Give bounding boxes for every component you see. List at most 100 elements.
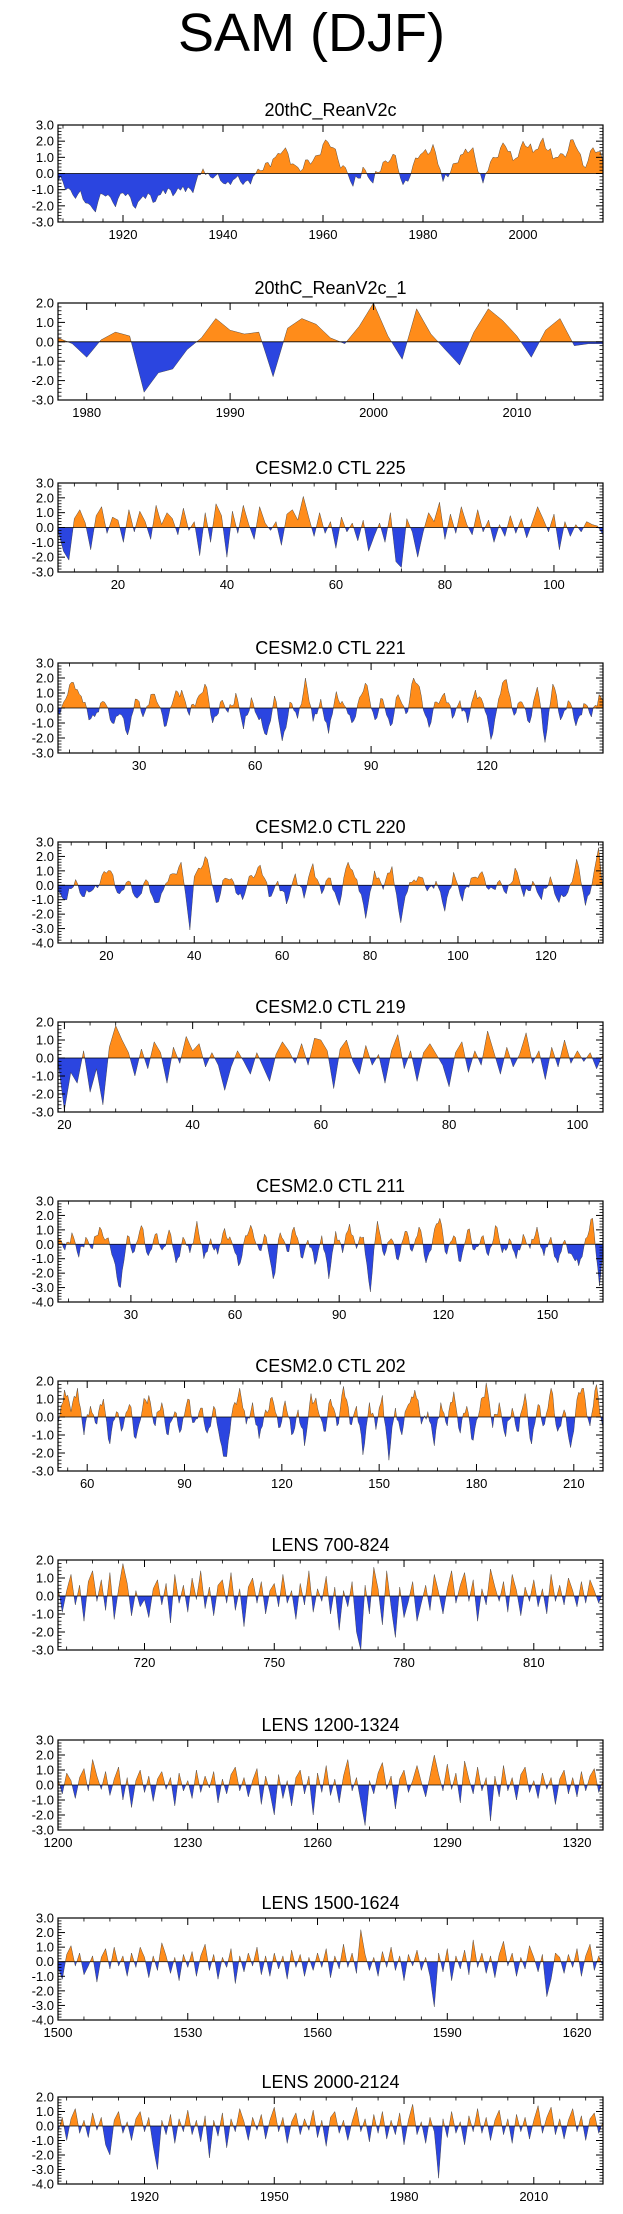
positive-area — [282, 1400, 289, 1417]
positive-area — [170, 690, 187, 708]
negative-area — [540, 708, 550, 743]
y-tick-label: 0.0 — [36, 1954, 54, 1969]
negative-area — [256, 1244, 263, 1251]
positive-area — [563, 521, 567, 528]
positive-area — [518, 518, 524, 528]
x-tick-label: 30 — [132, 758, 146, 773]
plot-frame — [57, 1917, 604, 2021]
negative-area — [232, 1961, 239, 1984]
negative-area — [278, 885, 292, 904]
positive-area — [567, 2108, 576, 2126]
negative-area — [167, 1961, 174, 1974]
x-tick-label: 1960 — [309, 227, 338, 242]
negative-area — [159, 1244, 166, 1251]
positive-area — [361, 167, 367, 174]
positive-area — [562, 1409, 566, 1417]
positive-area — [521, 1234, 528, 1245]
negative-area — [201, 1244, 209, 1259]
positive-area — [112, 1767, 121, 1785]
negative-area — [457, 1785, 463, 1803]
negative-area — [259, 1961, 265, 1975]
negative-area — [438, 341, 470, 366]
positive-area — [268, 2107, 278, 2126]
negative-area — [299, 1417, 309, 1446]
negative-area — [552, 1244, 563, 1263]
positive-area — [349, 1953, 354, 1962]
negative-area — [402, 1058, 409, 1069]
negative-area — [401, 1596, 410, 1618]
negative-area — [58, 885, 74, 900]
negative-area — [288, 1785, 295, 1806]
negative-area — [128, 1785, 136, 1808]
y-tick-label: 3.0 — [36, 476, 54, 491]
y-tick-label: -3.0 — [32, 1643, 54, 1658]
negative-area — [471, 2126, 475, 2132]
y-tick-label: 1.0 — [36, 505, 54, 520]
negative-area — [491, 1417, 494, 1428]
positive-area — [545, 1388, 555, 1417]
panel-title: CESM2.0 CTL 221 — [255, 638, 405, 658]
negative-area — [81, 1417, 87, 1435]
figure-title: SAM (DJF) — [178, 3, 445, 63]
positive-area — [496, 880, 503, 886]
negative-area — [337, 2126, 342, 2134]
positive-area — [530, 1579, 537, 1596]
y-tick-label: 0.0 — [36, 1589, 54, 1604]
negative-area — [364, 527, 378, 552]
negative-area — [311, 1596, 317, 1613]
negative-area — [523, 527, 531, 538]
positive-area — [583, 521, 599, 528]
negative-area — [277, 708, 290, 741]
negative-area — [298, 2126, 303, 2135]
negative-area — [259, 1058, 276, 1082]
negative-area — [103, 1596, 108, 1611]
positive-area — [296, 1409, 299, 1417]
negative-area — [251, 1961, 254, 1967]
negative-area — [255, 2126, 259, 2131]
positive-area — [449, 147, 480, 174]
panel-title: CESM2.0 CTL 211 — [256, 1176, 405, 1196]
x-tick-label: 1320 — [563, 1835, 592, 1850]
positive-area — [480, 1588, 484, 1596]
positive-area — [339, 1386, 350, 1417]
negative-area — [185, 1596, 190, 1613]
negative-area — [583, 2126, 589, 2141]
y-tick-label: 2.0 — [36, 671, 54, 686]
y-tick-label: 1.0 — [36, 1392, 54, 1407]
series-line — [57, 496, 604, 568]
positive-area — [424, 1957, 427, 1962]
negative-area — [569, 1058, 574, 1064]
negative-area — [502, 885, 509, 894]
negative-area — [422, 1785, 429, 1797]
negative-area — [345, 527, 350, 532]
negative-area — [188, 1785, 195, 1799]
positive-area — [241, 1777, 246, 1785]
x-tick-label: 1620 — [563, 2025, 592, 2040]
positive-area — [469, 308, 521, 342]
positive-area — [548, 1237, 553, 1245]
x-tick-label: 2000 — [359, 405, 388, 420]
positive-area — [405, 518, 411, 528]
negative-area — [75, 1244, 85, 1258]
y-tick-label: -1.0 — [32, 535, 54, 550]
negative-area — [369, 1058, 377, 1066]
positive-area — [483, 2117, 488, 2126]
negative-area — [536, 1596, 541, 1607]
negative-area — [134, 1961, 138, 1968]
positive-area — [165, 862, 185, 886]
positive-area — [408, 1050, 413, 1058]
negative-area — [427, 1596, 432, 1611]
negative-area — [577, 527, 584, 532]
negative-area — [444, 2126, 450, 2138]
positive-area — [150, 1041, 162, 1058]
positive-area — [253, 1947, 260, 1962]
y-tick-label: -1.0 — [32, 1607, 54, 1622]
negative-area — [119, 527, 126, 543]
y-tick-label: 1.0 — [36, 150, 54, 165]
negative-area — [108, 1785, 113, 1796]
x-tick-label: 1500 — [44, 2025, 73, 2040]
positive-area — [408, 678, 423, 708]
positive-area — [596, 1955, 602, 1962]
negative-area — [480, 2126, 484, 2134]
positive-area — [137, 1947, 146, 1962]
